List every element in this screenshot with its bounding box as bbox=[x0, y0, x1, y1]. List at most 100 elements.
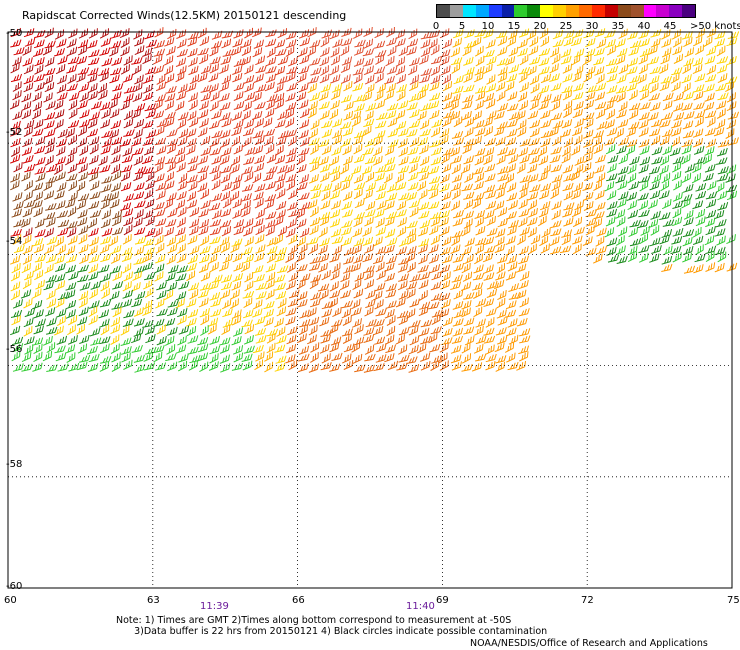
wind-barb bbox=[639, 38, 650, 47]
wind-barb bbox=[495, 327, 507, 336]
wind-barb bbox=[583, 29, 595, 39]
wind-barb bbox=[637, 220, 649, 229]
wind-barb bbox=[187, 346, 199, 355]
wind-barb bbox=[276, 326, 286, 337]
wind-barb bbox=[142, 299, 153, 310]
wind-barb bbox=[353, 73, 363, 84]
wind-barb bbox=[309, 256, 322, 264]
wind-barb bbox=[32, 91, 42, 102]
wind-barb bbox=[79, 145, 89, 156]
wind-barb bbox=[77, 217, 88, 227]
wind-barb bbox=[78, 163, 88, 174]
wind-barb bbox=[11, 208, 22, 218]
wind-barb bbox=[518, 198, 528, 210]
wind-barb bbox=[99, 336, 111, 345]
wind-barb bbox=[23, 82, 34, 93]
legend-swatch bbox=[682, 5, 696, 17]
wind-barb bbox=[362, 226, 372, 237]
wind-barb bbox=[13, 162, 23, 173]
wind-barb bbox=[309, 206, 319, 218]
wind-barb bbox=[109, 108, 120, 119]
wind-barb bbox=[153, 227, 163, 238]
wind-barb bbox=[605, 216, 616, 227]
wind-barb bbox=[506, 73, 518, 83]
wind-barb bbox=[208, 72, 219, 83]
wind-barb bbox=[77, 125, 88, 137]
wind-barb bbox=[594, 91, 606, 101]
wind-barb bbox=[518, 188, 528, 200]
wind-barb bbox=[540, 243, 550, 254]
wind-barb bbox=[353, 130, 366, 139]
wind-barb bbox=[187, 235, 198, 245]
wind-barb bbox=[384, 200, 395, 210]
wind-barb bbox=[420, 102, 432, 112]
wind-barb bbox=[439, 264, 451, 274]
wind-barb bbox=[265, 289, 275, 300]
wind-barb bbox=[112, 306, 122, 318]
wind-barb bbox=[471, 362, 483, 372]
wind-barb bbox=[342, 127, 354, 137]
wind-barb bbox=[299, 174, 309, 184]
wind-barb bbox=[275, 48, 287, 57]
wind-barb bbox=[166, 236, 177, 247]
wind-barb bbox=[540, 73, 552, 84]
wind-barb bbox=[483, 49, 495, 58]
wind-barb bbox=[430, 147, 442, 156]
wind-barb bbox=[430, 216, 441, 227]
wind-barb bbox=[463, 292, 475, 300]
wind-barb bbox=[486, 280, 498, 290]
wind-barb bbox=[242, 309, 254, 319]
wind-barb bbox=[626, 191, 637, 201]
wind-barb bbox=[307, 27, 317, 38]
wind-barb bbox=[616, 145, 627, 155]
wind-barb bbox=[395, 38, 406, 47]
wind-barb bbox=[361, 165, 373, 175]
wind-barb bbox=[473, 343, 484, 354]
wind-barb bbox=[319, 163, 331, 173]
wind-barb bbox=[122, 318, 134, 327]
wind-barb bbox=[384, 308, 395, 319]
wind-barb bbox=[320, 36, 330, 48]
wind-barb bbox=[222, 308, 233, 318]
wind-barb bbox=[254, 316, 266, 326]
legend-swatch bbox=[475, 5, 489, 17]
wind-barb bbox=[363, 265, 375, 274]
wind-barb bbox=[484, 245, 496, 254]
wind-barb bbox=[618, 191, 629, 201]
wind-barb bbox=[330, 99, 340, 110]
wind-barb bbox=[177, 83, 188, 94]
wind-barb bbox=[373, 318, 385, 327]
wind-barb bbox=[419, 271, 431, 281]
wind-barb bbox=[628, 89, 638, 101]
wind-barb bbox=[420, 39, 431, 49]
wind-barb bbox=[164, 226, 175, 237]
wind-barb bbox=[266, 342, 276, 354]
wind-barb bbox=[209, 63, 219, 74]
wind-barb bbox=[343, 360, 354, 370]
wind-barb bbox=[420, 31, 433, 40]
wind-barb bbox=[582, 191, 594, 201]
wind-barb bbox=[495, 81, 506, 92]
wind-barb bbox=[505, 81, 515, 92]
wind-barb bbox=[34, 269, 44, 281]
wind-barb bbox=[406, 191, 417, 201]
wind-barb bbox=[199, 361, 209, 373]
wind-barb bbox=[110, 120, 122, 130]
legend-swatch bbox=[617, 5, 631, 17]
wind-barb bbox=[111, 244, 122, 255]
wind-barb bbox=[101, 288, 110, 300]
wind-barb bbox=[352, 318, 362, 328]
wind-barb bbox=[593, 211, 605, 220]
wind-barb bbox=[288, 289, 300, 299]
wind-barb bbox=[286, 201, 298, 211]
wind-barb bbox=[77, 343, 88, 354]
wind-barb bbox=[407, 182, 419, 191]
wind-barb bbox=[615, 38, 626, 48]
wind-barb bbox=[186, 325, 197, 337]
wind-barb bbox=[90, 280, 102, 290]
wind-barb bbox=[441, 337, 453, 345]
wind-barb bbox=[419, 219, 431, 229]
wind-barb bbox=[486, 110, 497, 120]
wind-barb bbox=[615, 54, 626, 65]
wind-barb bbox=[386, 325, 396, 337]
